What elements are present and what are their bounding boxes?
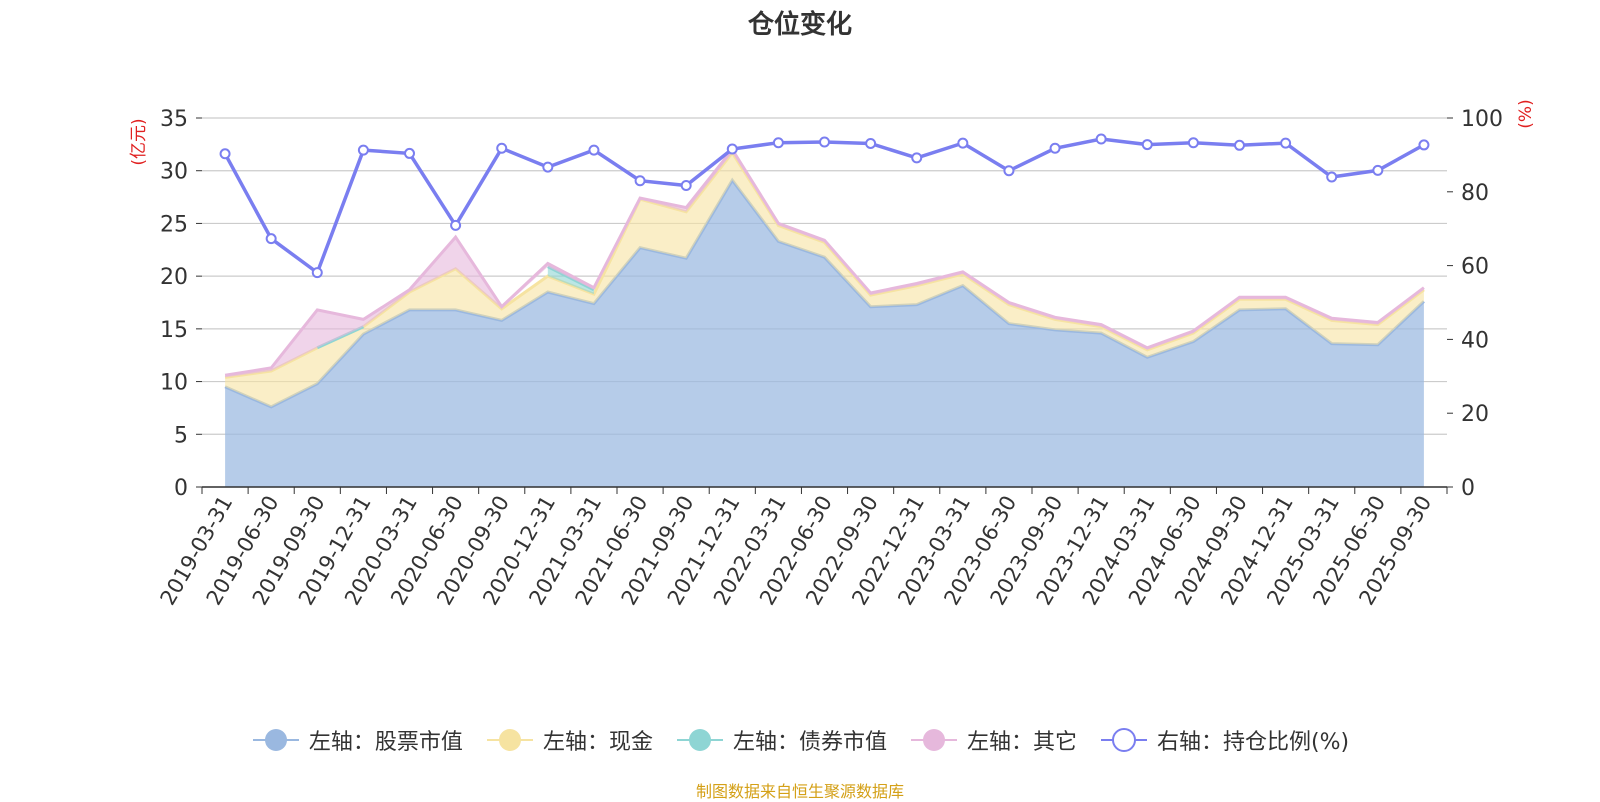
right-tick-label: 40 xyxy=(1461,328,1489,353)
ratio-series xyxy=(219,133,1430,279)
legend-item[interactable]: 右轴：持仓比例(%) xyxy=(1099,724,1349,756)
left-tick-label: 5 xyxy=(174,423,188,448)
area-line-3 xyxy=(316,325,365,350)
left-tick-label: 15 xyxy=(160,318,188,343)
area-4 xyxy=(225,149,1424,378)
ratio-point xyxy=(542,161,554,173)
legend: 左轴：股票市值 左轴：现金 左轴：债券市值 左轴：其它 右轴：持仓比例(%) xyxy=(0,720,1600,760)
ratio-point xyxy=(1049,142,1061,154)
ratio-point xyxy=(1187,137,1199,149)
area-2 xyxy=(225,152,1424,407)
right-tick-label: 20 xyxy=(1461,402,1489,427)
left-tick-label: 20 xyxy=(160,265,188,290)
ratio-point xyxy=(311,267,323,279)
ratio-point xyxy=(726,143,738,155)
area-series xyxy=(224,147,1425,487)
ratio-point xyxy=(957,137,969,149)
ratio-point xyxy=(1372,164,1384,176)
ratio-point xyxy=(496,142,508,154)
legend-marker-icon xyxy=(252,729,299,751)
ratio-point xyxy=(911,152,923,164)
ratio-point xyxy=(865,137,877,149)
left-axis-unit: (亿元) xyxy=(129,118,149,165)
legend-label: 左轴：其它 xyxy=(966,730,1077,755)
ratio-point xyxy=(588,144,600,156)
right-tick-label: 0 xyxy=(1461,476,1475,501)
chart-title: 仓位变化 xyxy=(747,10,852,40)
source-note: 制图数据来自恒生聚源数据库 xyxy=(695,782,904,801)
ratio-point xyxy=(772,137,784,149)
legend-marker-icon xyxy=(1100,728,1147,752)
left-tick-label: 10 xyxy=(160,371,188,396)
legend-label: 左轴：股票市值 xyxy=(308,730,463,755)
ratio-point xyxy=(1326,171,1338,183)
right-axis-unit: (%) xyxy=(1516,99,1536,128)
right-tick-label: 100 xyxy=(1461,107,1503,132)
ratio-point xyxy=(219,148,231,160)
legend-marker-icon xyxy=(486,729,533,751)
ratio-point xyxy=(1280,137,1292,149)
right-tick-label: 60 xyxy=(1461,255,1489,280)
ratio-point xyxy=(1095,133,1107,145)
ratio-point xyxy=(819,136,830,148)
legend-item[interactable]: 左轴：债券市值 xyxy=(675,724,887,756)
legend-item[interactable]: 左轴：其它 xyxy=(909,724,1077,756)
ratio-point xyxy=(265,233,277,245)
legend-label: 右轴：持仓比例(%) xyxy=(1156,730,1350,755)
legend-item[interactable]: 左轴：股票市值 xyxy=(251,724,463,756)
area-1 xyxy=(225,180,1424,487)
ratio-point xyxy=(404,147,415,159)
ratio-point xyxy=(680,180,692,192)
left-tick-label: 0 xyxy=(174,476,188,501)
left-tick-label: 35 xyxy=(160,107,188,132)
legend-marker-icon xyxy=(910,729,957,751)
left-tick-label: 30 xyxy=(160,160,188,185)
right-tick-label: 80 xyxy=(1461,181,1489,206)
ratio-point xyxy=(1418,139,1430,151)
ratio-point xyxy=(1234,139,1245,151)
ratio-point xyxy=(357,144,369,156)
legend-item[interactable]: 左轴：现金 xyxy=(485,724,653,756)
ratio-point xyxy=(634,175,646,187)
area-line-4 xyxy=(224,147,1425,377)
ratio-point xyxy=(450,219,462,231)
legend-label: 左轴：债券市值 xyxy=(732,730,887,755)
legend-marker-icon xyxy=(676,729,723,751)
ratio-point xyxy=(1003,165,1015,177)
ratio-point xyxy=(1141,139,1153,151)
legend-label: 左轴：现金 xyxy=(542,730,653,755)
left-tick-label: 25 xyxy=(160,212,188,237)
